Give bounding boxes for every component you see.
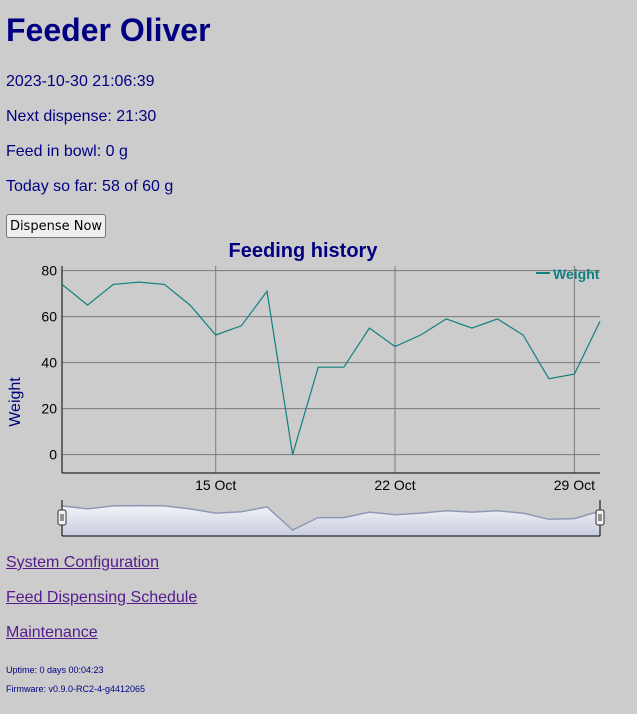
legend-label-weight[interactable]: Weight (553, 266, 600, 282)
system-configuration-link[interactable]: System Configuration (6, 554, 159, 571)
data-point (112, 283, 114, 285)
current-datetime: 2023-10-30 21:06:39 (6, 73, 155, 90)
dispense-now-button[interactable]: Dispense Now (6, 214, 106, 238)
data-point (343, 366, 345, 368)
y-tick-label: 20 (41, 401, 57, 417)
x-tick-label: 15 Oct (195, 477, 236, 493)
today-so-far-text: Today so far: 58 of 60 g (6, 178, 174, 195)
data-point (471, 327, 473, 329)
data-point (163, 283, 165, 285)
navigator-area (62, 505, 600, 536)
feed-in-bowl-text: Feed in bowl: 0 g (6, 143, 128, 160)
feeding-history-chart: Feeding history Weight 0 20 40 60 80 15 Oct 22… (7, 240, 605, 537)
series-line-weight (61, 281, 601, 455)
feed-dispensing-schedule-link[interactable]: Feed Dispensing Schedule (6, 589, 198, 606)
data-point (394, 346, 396, 348)
maintenance-link[interactable]: Maintenance (6, 624, 98, 641)
data-point (368, 327, 370, 329)
data-point (548, 378, 550, 380)
data-point (522, 334, 524, 336)
navigator-left-handle[interactable] (57, 509, 67, 526)
chart-title: Feeding history (229, 240, 379, 262)
data-point (266, 290, 268, 292)
y-axis-label: Weight (7, 377, 24, 427)
chart-grid (62, 266, 600, 473)
x-tick-label: 22 Oct (374, 477, 415, 493)
next-dispense-text: Next dispense: 21:30 (6, 108, 157, 125)
uptime-text: Uptime: 0 days 00:04:23 (6, 665, 104, 675)
chart-series (61, 281, 601, 456)
data-point (61, 283, 63, 285)
data-point (420, 334, 422, 336)
chart-axes: 0 20 40 60 80 15 Oct 22 Oct 29 Oct (41, 263, 600, 493)
firmware-text: Firmware: v0.9.0-RC2-4-g4412065 (6, 684, 146, 694)
y-tick-label: 0 (49, 447, 57, 463)
navigator-right-handle[interactable] (595, 509, 605, 526)
y-tick-label: 60 (41, 309, 57, 325)
data-point (497, 318, 499, 320)
data-point (317, 366, 319, 368)
range-navigator[interactable] (57, 500, 605, 537)
data-point (292, 454, 294, 456)
y-tick-label: 80 (41, 263, 57, 279)
navigator-line (61, 504, 601, 531)
data-point (240, 325, 242, 327)
x-tick-label: 29 Oct (554, 477, 595, 493)
data-point (87, 304, 89, 306)
data-point (138, 281, 140, 283)
page-title: Feeder Oliver (6, 12, 211, 48)
data-point (599, 320, 601, 322)
data-point (215, 334, 217, 336)
chart-legend: Weight (536, 266, 600, 282)
data-point (445, 318, 447, 320)
y-tick-label: 40 (41, 355, 57, 371)
data-point (189, 304, 191, 306)
data-point (573, 373, 575, 375)
